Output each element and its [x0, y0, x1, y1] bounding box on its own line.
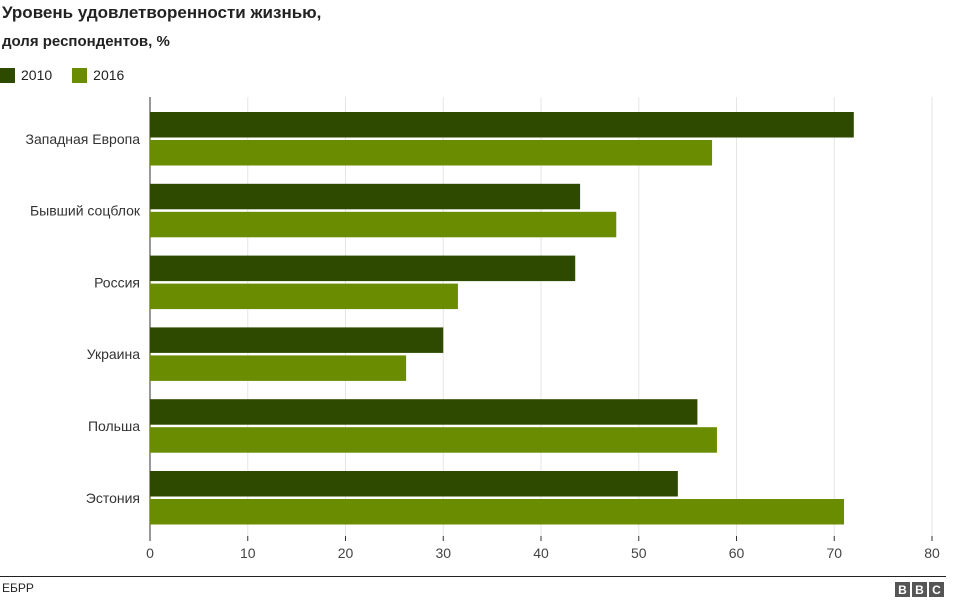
bar-chart: 0 10 20 30 40 50 60 70 80 Западная Европа Бывший с…	[26, 97, 940, 561]
bar-2016	[150, 355, 407, 381]
legend-swatch-2016	[72, 67, 88, 83]
x-tick-label: 40	[533, 545, 549, 561]
legend: 2010 2016	[0, 67, 144, 83]
legend-item-2016: 2016	[72, 67, 124, 83]
source-label: ЕБРР	[2, 581, 34, 595]
x-tick-label: 30	[435, 545, 451, 561]
bar-2016	[150, 499, 845, 525]
bar-2010	[150, 399, 698, 425]
category-label: Бывший соцблок	[30, 203, 141, 219]
logo-letter-1: B	[895, 582, 910, 597]
legend-label-2016: 2016	[93, 67, 125, 83]
bbc-logo: B B C	[895, 582, 944, 597]
legend-swatch-2010	[0, 67, 15, 83]
chart-subtitle: доля респондентов, %	[2, 33, 170, 50]
logo-letter-2: B	[912, 582, 927, 597]
bar-2016	[150, 427, 717, 453]
category-label: Эстония	[86, 490, 140, 506]
legend-item-2010: 2010	[0, 67, 52, 83]
category-label: Украина	[87, 346, 141, 362]
category-label: Польша	[88, 418, 140, 434]
footer-divider	[0, 576, 946, 577]
bar-2016	[150, 211, 617, 238]
bar-2010	[150, 112, 854, 138]
category-label: Россия	[94, 274, 140, 290]
bar-2010	[150, 471, 678, 497]
bar-2010	[150, 327, 444, 353]
x-tick-label: 0	[146, 545, 154, 561]
bar-2016	[150, 283, 458, 310]
legend-label-2010: 2010	[21, 67, 53, 83]
x-tick-label: 20	[338, 545, 354, 561]
logo-letter-3: C	[929, 582, 944, 597]
bar-2016	[150, 140, 713, 166]
x-tick-label: 60	[729, 545, 745, 561]
bar-2010	[150, 255, 576, 282]
category-label: Западная Европа	[26, 131, 141, 147]
x-tick-label: 50	[631, 545, 647, 561]
chart-title: Уровень удовлетворенности жизнью,	[2, 3, 322, 22]
x-tick-label: 70	[826, 545, 842, 561]
x-tick-label: 80	[924, 545, 940, 561]
x-tick-label: 10	[240, 545, 256, 561]
bar-2010	[150, 183, 581, 210]
